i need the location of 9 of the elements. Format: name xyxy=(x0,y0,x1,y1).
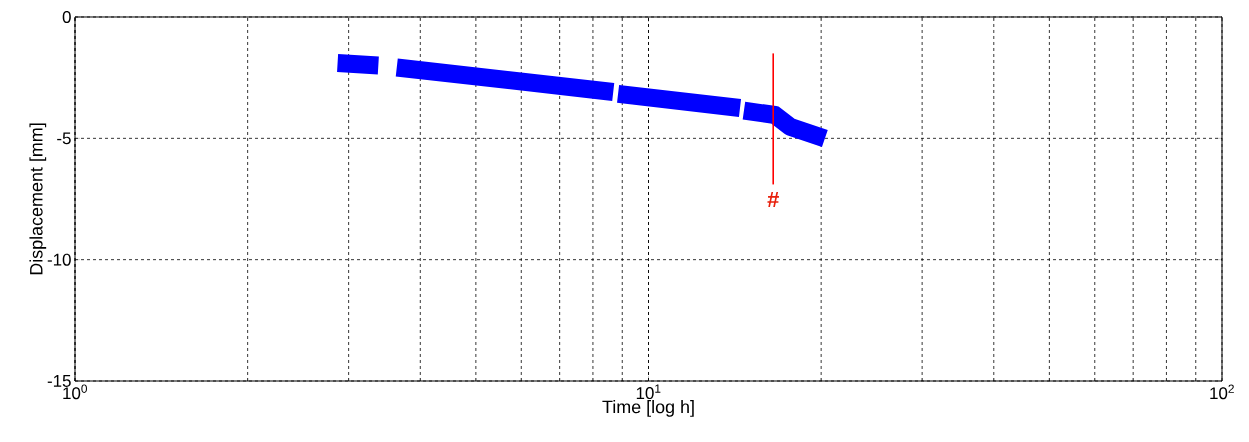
y-tick-label: 0 xyxy=(62,11,71,23)
annotation: # xyxy=(767,191,779,207)
x-tick-label: 10$^{2}$ xyxy=(1210,384,1234,400)
y-tick-label: -5 xyxy=(57,132,71,145)
y-axis-title: Displacement [mm] xyxy=(29,123,47,275)
y-tick-label: -15 xyxy=(47,375,71,387)
y-tick-label: -10 xyxy=(47,253,71,266)
x-tick-label: 10$^{1}$ xyxy=(636,384,661,400)
x-axis-title: Time [log h] xyxy=(602,400,694,417)
